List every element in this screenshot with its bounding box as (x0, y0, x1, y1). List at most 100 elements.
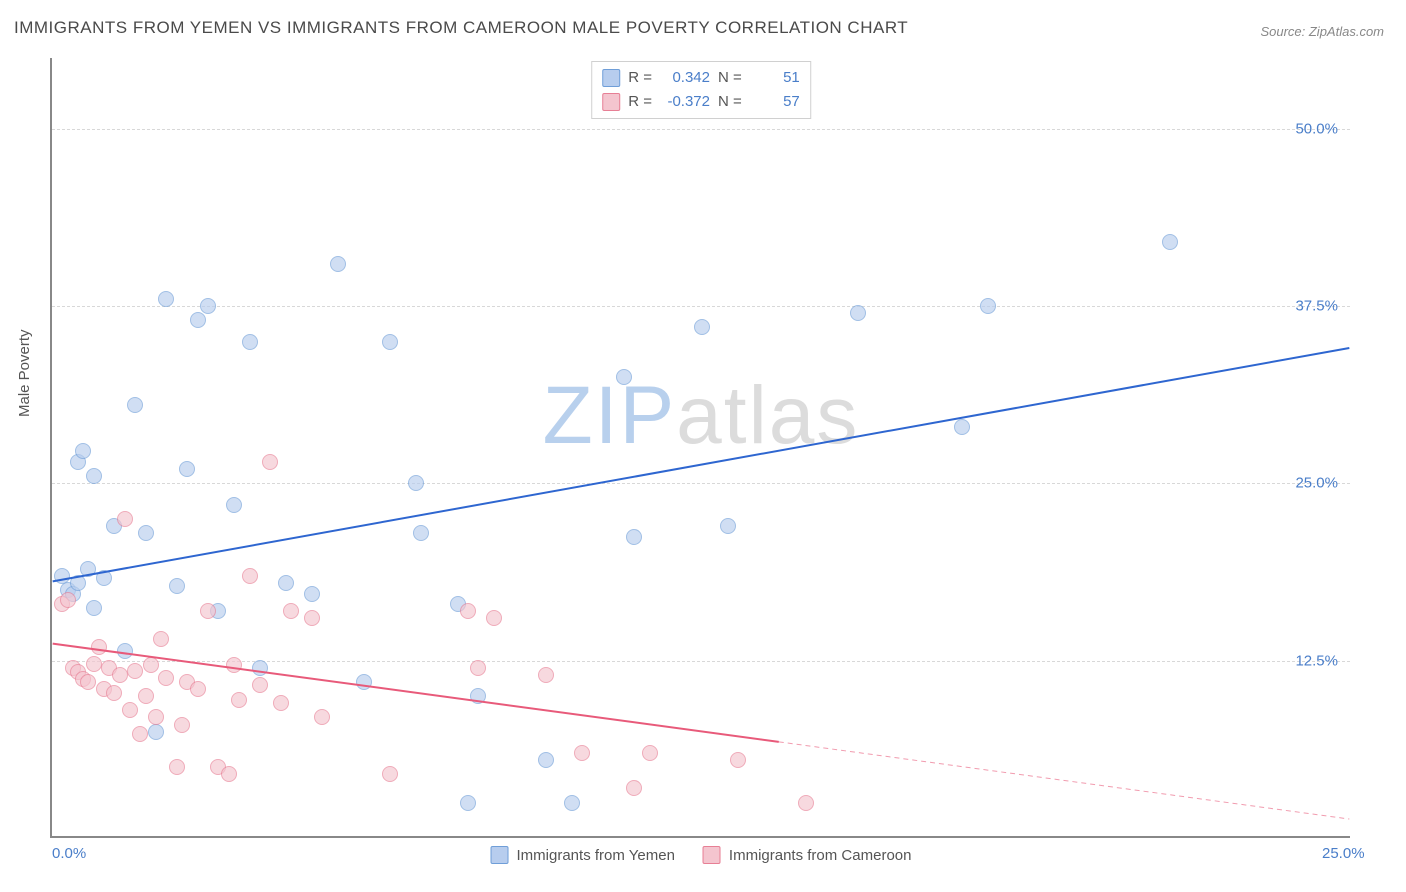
y-tick-label: 12.5% (1295, 652, 1338, 669)
data-point (200, 603, 216, 619)
data-point (143, 657, 159, 673)
chart-title: IMMIGRANTS FROM YEMEN VS IMMIGRANTS FROM… (14, 18, 908, 38)
data-point (86, 468, 102, 484)
data-point (470, 660, 486, 676)
r-value-cameroon: -0.372 (660, 90, 710, 114)
plot-area: Male Poverty ZIPatlas R = 0.342 N = 51 R… (50, 58, 1350, 838)
data-point (75, 443, 91, 459)
legend-item-cameroon: Immigrants from Cameroon (703, 846, 912, 864)
data-point (117, 643, 133, 659)
data-point (486, 610, 502, 626)
data-point (132, 726, 148, 742)
data-point (330, 256, 346, 272)
n-value-cameroon: 57 (750, 90, 800, 114)
y-tick-label: 25.0% (1295, 475, 1338, 492)
data-point (252, 677, 268, 693)
data-point (413, 525, 429, 541)
data-point (460, 603, 476, 619)
data-point (148, 724, 164, 740)
x-tick-label: 25.0% (1322, 845, 1365, 862)
data-point (694, 319, 710, 335)
watermark-atlas: atlas (676, 370, 859, 461)
series-label-yemen: Immigrants from Yemen (517, 847, 675, 864)
n-label: N = (718, 90, 742, 114)
data-point (200, 298, 216, 314)
data-point (60, 592, 76, 608)
data-point (117, 511, 133, 527)
data-point (954, 419, 970, 435)
y-tick-label: 50.0% (1295, 120, 1338, 137)
data-point (460, 795, 476, 811)
data-point (626, 529, 642, 545)
swatch-yemen (491, 846, 509, 864)
data-point (382, 334, 398, 350)
data-point (564, 795, 580, 811)
gridline (52, 129, 1350, 130)
data-point (96, 570, 112, 586)
data-point (127, 663, 143, 679)
r-label: R = (628, 66, 652, 90)
data-point (226, 497, 242, 513)
data-point (278, 575, 294, 591)
r-label: R = (628, 90, 652, 114)
data-point (112, 667, 128, 683)
data-point (127, 397, 143, 413)
correlation-legend: R = 0.342 N = 51 R = -0.372 N = 57 (591, 61, 811, 119)
data-point (106, 685, 122, 701)
data-point (273, 695, 289, 711)
data-point (304, 586, 320, 602)
data-point (382, 766, 398, 782)
data-point (80, 561, 96, 577)
data-point (122, 702, 138, 718)
regression-lines (52, 58, 1350, 836)
data-point (169, 759, 185, 775)
data-point (179, 461, 195, 477)
data-point (153, 631, 169, 647)
swatch-cameroon (703, 846, 721, 864)
series-legend: Immigrants from Yemen Immigrants from Ca… (491, 846, 912, 864)
data-point (221, 766, 237, 782)
source-attribution: Source: ZipAtlas.com (1260, 24, 1384, 39)
n-label: N = (718, 66, 742, 90)
legend-row-cameroon: R = -0.372 N = 57 (602, 90, 800, 114)
data-point (86, 600, 102, 616)
data-point (158, 291, 174, 307)
data-point (538, 667, 554, 683)
data-point (538, 752, 554, 768)
data-point (242, 568, 258, 584)
data-point (138, 688, 154, 704)
gridline (52, 306, 1350, 307)
data-point (91, 639, 107, 655)
x-tick-label: 0.0% (52, 845, 86, 862)
data-point (158, 670, 174, 686)
data-point (262, 454, 278, 470)
data-point (138, 525, 154, 541)
data-point (470, 688, 486, 704)
chart-container: IMMIGRANTS FROM YEMEN VS IMMIGRANTS FROM… (0, 0, 1406, 892)
data-point (574, 745, 590, 761)
swatch-yemen (602, 69, 620, 87)
legend-row-yemen: R = 0.342 N = 51 (602, 66, 800, 90)
data-point (148, 709, 164, 725)
data-point (169, 578, 185, 594)
data-point (190, 681, 206, 697)
swatch-cameroon (602, 93, 620, 111)
data-point (314, 709, 330, 725)
data-point (86, 656, 102, 672)
data-point (408, 475, 424, 491)
data-point (850, 305, 866, 321)
data-point (226, 657, 242, 673)
watermark-zip: ZIP (543, 370, 677, 461)
series-label-cameroon: Immigrants from Cameroon (729, 847, 912, 864)
data-point (720, 518, 736, 534)
data-point (798, 795, 814, 811)
data-point (304, 610, 320, 626)
gridline (52, 661, 1350, 662)
data-point (356, 674, 372, 690)
y-tick-label: 37.5% (1295, 298, 1338, 315)
gridline (52, 483, 1350, 484)
legend-item-yemen: Immigrants from Yemen (491, 846, 675, 864)
data-point (1162, 234, 1178, 250)
data-point (231, 692, 247, 708)
data-point (283, 603, 299, 619)
